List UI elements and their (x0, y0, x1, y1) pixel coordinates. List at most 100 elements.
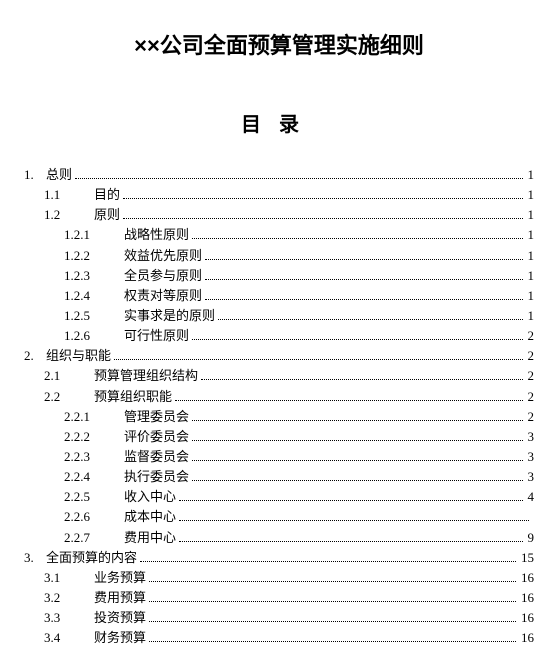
toc-entry-number: 2.2.5 (64, 487, 120, 507)
toc-entry-number: 1.1 (44, 185, 90, 205)
toc-entry-text: 组织与职能 (46, 346, 111, 366)
toc-entry-page: 2 (526, 366, 535, 386)
toc-entry: 3.1业务预算16 (44, 568, 534, 588)
toc-entry-text: 执行委员会 (124, 467, 189, 487)
document-page: ××公司全面预算管理实施细则 目录 1.总则11.1目的11.2原则11.2.1… (0, 0, 558, 658)
toc-entry-number: 1.2.4 (64, 286, 120, 306)
toc-entry: 2.2.6成本中心 (64, 507, 534, 527)
toc-entry-text: 评价委员会 (124, 427, 189, 447)
toc-leader-dots (123, 218, 522, 219)
toc-leader-dots (205, 299, 522, 300)
toc-entry: 1.2.6可行性原则 2 (64, 326, 534, 346)
toc-leader-dots (192, 238, 522, 239)
toc-entry-text: 投资预算 (94, 608, 146, 628)
toc-entry-text: 全面预算的内容 (46, 548, 137, 568)
toc-leader-dots (192, 480, 522, 481)
table-of-contents: 1.总则11.1目的11.2原则11.2.1战略性原则11.2.2效益优先原则1… (24, 165, 534, 648)
toc-entry-number: 2.2.3 (64, 447, 120, 467)
toc-entry-number: 2.2.2 (64, 427, 120, 447)
toc-leader-dots (149, 581, 516, 582)
toc-entry-number: 1.2.6 (64, 326, 120, 346)
toc-entry: 1.总则 1 (24, 165, 534, 185)
toc-entry-text: 管理委员会 (124, 407, 189, 427)
toc-entry-page: 16 (519, 568, 534, 588)
toc-entry: 3.3投资预算 16 (44, 608, 534, 628)
toc-leader-dots (149, 621, 516, 622)
toc-entry-page: 2 (526, 387, 535, 407)
toc-entry-number: 1.2.5 (64, 306, 120, 326)
toc-entry-number: 3. (24, 548, 42, 568)
toc-entry: 2.组织与职能2 (24, 346, 534, 366)
toc-entry-page: 1 (526, 165, 535, 185)
toc-header: 目录 (24, 108, 534, 137)
toc-entry-number: 1.2.2 (64, 246, 120, 266)
toc-entry: 1.2.2效益优先原则1 (64, 246, 534, 266)
toc-leader-dots (179, 520, 529, 521)
toc-entry: 2.2.1管理委员会2 (64, 407, 534, 427)
toc-leader-dots (205, 259, 522, 260)
toc-entry-text: 实事求是的原则 (124, 306, 215, 326)
toc-entry-text: 财务预算 (94, 628, 146, 648)
toc-entry: 1.2原则 1 (44, 205, 534, 225)
toc-leader-dots (179, 500, 522, 501)
toc-entry-page: 1 (526, 225, 535, 245)
toc-entry-text: 目的 (94, 185, 120, 205)
toc-entry-number: 2.2 (44, 387, 90, 407)
toc-entry-number: 1.2.3 (64, 266, 120, 286)
toc-entry-page: 1 (526, 205, 535, 225)
toc-entry: 1.2.4权责对等原则1 (64, 286, 534, 306)
toc-leader-dots (149, 601, 516, 602)
toc-entry-page: 16 (519, 608, 534, 628)
toc-entry: 3.2费用预算 16 (44, 588, 534, 608)
toc-entry-text: 费用中心 (124, 528, 176, 548)
toc-entry: 2.2.7费用中心9 (64, 528, 534, 548)
toc-entry: 2.2.5收入中心4 (64, 487, 534, 507)
toc-entry-page: 3 (526, 467, 535, 487)
toc-leader-dots (192, 460, 522, 461)
toc-entry-number: 1. (24, 165, 42, 185)
toc-entry-text: 效益优先原则 (124, 246, 202, 266)
toc-leader-dots (75, 178, 522, 179)
toc-entry-text: 战略性原则 (124, 225, 189, 245)
toc-leader-dots (205, 279, 522, 280)
toc-entry-page: 2 (526, 407, 535, 427)
toc-entry-number: 3.2 (44, 588, 90, 608)
toc-entry-page: 16 (519, 628, 534, 648)
toc-entry-page: 1 (526, 266, 535, 286)
toc-entry: 2.2.3监督委员会3 (64, 447, 534, 467)
toc-entry-number: 3.4 (44, 628, 90, 648)
toc-leader-dots (114, 359, 522, 360)
toc-entry-text: 总则 (46, 165, 72, 185)
toc-entry: 1.1目的 1 (44, 185, 534, 205)
toc-entry-text: 可行性原则 (124, 326, 189, 346)
toc-entry-number: 2. (24, 346, 42, 366)
toc-entry: 3.全面预算的内容 15 (24, 548, 534, 568)
toc-leader-dots (179, 541, 522, 542)
toc-entry-text: 费用预算 (94, 588, 146, 608)
toc-entry-number: 1.2 (44, 205, 90, 225)
toc-entry-page: 15 (519, 548, 534, 568)
toc-leader-dots (218, 319, 522, 320)
toc-entry: 2.2.4执行委员会 3 (64, 467, 534, 487)
toc-entry-text: 业务预算 (94, 568, 146, 588)
toc-entry-text: 原则 (94, 205, 120, 225)
toc-leader-dots (192, 420, 522, 421)
toc-leader-dots (201, 379, 522, 380)
toc-entry: 2.2.2评价委员会 3 (64, 427, 534, 447)
toc-entry-page: 16 (519, 588, 534, 608)
toc-entry: 1.2.3全员参与原则1 (64, 266, 534, 286)
toc-entry: 1.2.5实事求是的原则1 (64, 306, 534, 326)
toc-entry-page: 3 (526, 427, 535, 447)
toc-entry-text: 预算管理组织结构 (94, 366, 198, 386)
toc-entry-page: 1 (526, 185, 535, 205)
toc-entry-text: 预算组织职能 (94, 387, 172, 407)
toc-entry-number: 2.1 (44, 366, 90, 386)
toc-entry-number: 2.2.4 (64, 467, 120, 487)
toc-entry-page: 9 (526, 528, 535, 548)
toc-entry-text: 成本中心 (124, 507, 176, 527)
toc-entry-number: 3.3 (44, 608, 90, 628)
toc-entry-number: 1.2.1 (64, 225, 120, 245)
toc-entry-page: 1 (526, 286, 535, 306)
toc-entry-page: 2 (526, 326, 535, 346)
toc-leader-dots (192, 339, 522, 340)
